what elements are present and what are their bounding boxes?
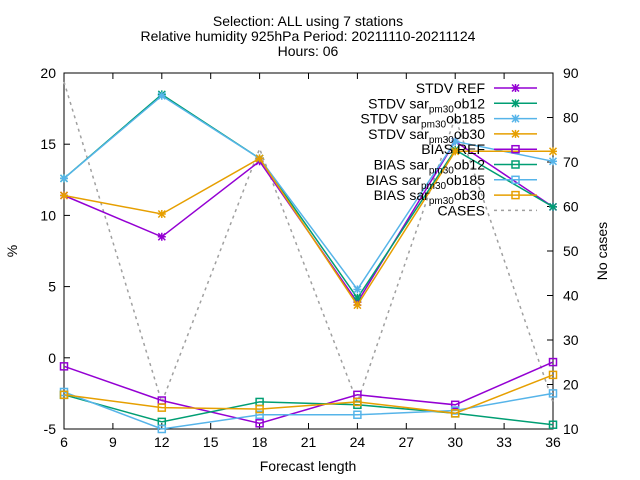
x-tick-label-6: 24 — [350, 434, 366, 450]
series-3-point-0 — [59, 191, 69, 200]
series-8 — [63, 81, 554, 405]
x-tick-label-2: 12 — [154, 434, 170, 450]
y2-tick-label-5: 60 — [563, 199, 579, 215]
legend-label-7: BIAS sarpm30ob30 — [374, 187, 486, 207]
series-2-point-1 — [157, 91, 166, 100]
legend-label-8: CASES — [438, 202, 485, 218]
y-tick-label-1: 0 — [48, 350, 56, 366]
series-1-line — [63, 93, 554, 300]
series-6-point-1 — [157, 424, 167, 434]
series-7-point-1 — [157, 403, 167, 412]
legend-label-6: BIAS sarpm30ob185 — [366, 172, 485, 192]
series-3-point-4 — [451, 147, 460, 156]
series-7-point-4 — [450, 409, 460, 418]
y-tick-label-0: -5 — [44, 421, 57, 437]
series-7-point-3 — [353, 397, 362, 407]
x-tick-label-5: 21 — [301, 434, 317, 450]
series-8-line — [63, 81, 554, 405]
series-layer — [59, 81, 558, 434]
series-2-point-0 — [59, 174, 69, 183]
legend-marker-3 — [511, 129, 520, 138]
series-2-line — [63, 94, 554, 291]
y-axis-label: % — [4, 245, 20, 257]
series-3-point-2 — [255, 154, 264, 163]
y2-tick-label-3: 40 — [563, 288, 579, 304]
series-2-point-5 — [548, 157, 558, 166]
series-3-line — [63, 150, 553, 307]
series-7 — [59, 370, 558, 418]
x-tick-label-4: 18 — [252, 434, 268, 450]
series-7-point-0 — [59, 390, 69, 400]
y-axis-right: 10 20 30 40 50 60 70 80 90 — [547, 65, 579, 437]
x-axis-label: Forecast length — [260, 458, 357, 474]
chart-title: Selection: ALL using 7 stations Relative… — [141, 13, 476, 59]
y-axis-left: -5 0 5 10 15 20 — [40, 65, 70, 437]
series-7-line — [63, 374, 554, 415]
legend-marker-6 — [511, 175, 520, 185]
series-1-point-5 — [548, 202, 558, 211]
series-3-point-3 — [353, 301, 362, 310]
series-3-point-1 — [157, 209, 166, 219]
series-3-point-5 — [548, 147, 558, 156]
legend-label-0: STDV REF — [416, 80, 485, 96]
x-tick-label-9: 33 — [496, 434, 512, 450]
chart-title-line-3: Hours: 06 — [278, 43, 339, 59]
y2-tick-label-8: 90 — [563, 65, 579, 81]
y-tick-label-3: 10 — [40, 207, 56, 223]
legend-label-5: BIAS sarpm30ob12 — [374, 157, 486, 177]
x-tick-label-0: 6 — [60, 434, 68, 450]
legend-marker-0 — [511, 83, 520, 93]
series-6-point-5 — [548, 389, 558, 398]
legend-label-2: STDV sarpm30ob185 — [360, 111, 485, 131]
series-4-point-5 — [548, 357, 558, 367]
series-2-point-4 — [451, 137, 460, 146]
legend-marker-5 — [511, 160, 520, 169]
y2-tick-label-1: 20 — [563, 377, 579, 393]
y2-tick-label-7: 80 — [563, 110, 579, 126]
series-4-point-4 — [450, 400, 460, 410]
x-tick-label-1: 9 — [109, 434, 117, 450]
y2-tick-label-4: 50 — [563, 243, 579, 259]
legend-label-1: STDV sarpm30ob12 — [368, 95, 485, 115]
legend-marker-2 — [511, 114, 520, 123]
y-tick-label-5: 20 — [40, 65, 56, 81]
series-4-point-2 — [255, 419, 264, 428]
x-tick-label-10: 36 — [545, 434, 561, 450]
chart-title-line-2: Relative humidity 925hPa Period: 2021111… — [141, 28, 476, 44]
series-6-point-3 — [353, 410, 362, 420]
y2-tick-label-2: 30 — [563, 332, 579, 348]
series-0-point-1 — [157, 232, 166, 241]
x-tick-label-8: 30 — [447, 434, 463, 450]
series-2-point-3 — [353, 285, 362, 294]
x-tick-label-3: 15 — [203, 434, 219, 450]
series-6-point-2 — [255, 410, 264, 420]
legend-label-4: BIAS REF — [421, 141, 485, 157]
series-5-line — [63, 394, 554, 426]
series-4-line — [63, 361, 554, 425]
x-axis: 6 9 12 15 18 21 24 27 30 33 36 — [60, 73, 561, 450]
chart-title-line-1: Selection: ALL using 7 stations — [213, 13, 403, 29]
series-3 — [59, 147, 558, 310]
legend-marker-1 — [511, 99, 520, 108]
legend-marker-4 — [511, 144, 520, 154]
y-tick-label-4: 15 — [40, 136, 56, 152]
y2-tick-label-6: 70 — [563, 154, 579, 170]
legend-label-3: STDV sarpm30ob30 — [368, 126, 485, 146]
y-tick-label-2: 5 — [48, 279, 56, 295]
legend-marker-7 — [511, 190, 520, 200]
series-4-point-0 — [59, 362, 69, 371]
series-5-point-5 — [548, 420, 558, 429]
x-tick-label-7: 27 — [399, 434, 415, 450]
series-7-point-2 — [255, 404, 264, 414]
series-7-point-5 — [548, 370, 558, 380]
y2-tick-label-0: 10 — [563, 421, 579, 437]
y2-axis-label: No cases — [594, 222, 610, 280]
